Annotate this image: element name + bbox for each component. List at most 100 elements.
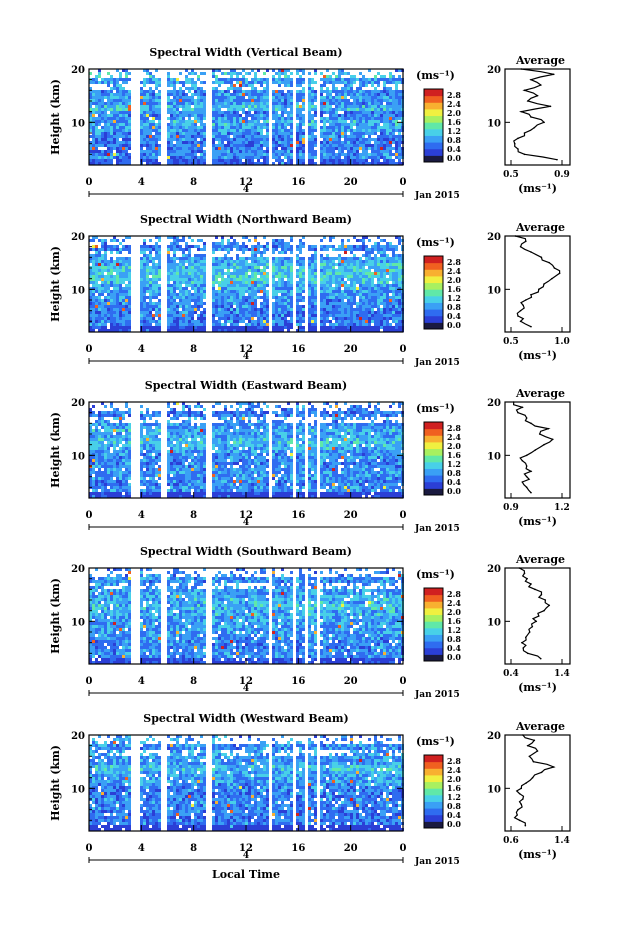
heatmap-cell	[299, 111, 302, 114]
heatmap-cell	[338, 150, 341, 153]
heatmap-cell	[266, 96, 269, 99]
heatmap-cell	[272, 117, 275, 120]
heatmap-cell	[290, 302, 293, 305]
heatmap-cell	[212, 290, 215, 293]
heatmap-cell	[350, 278, 353, 281]
heatmap-cell	[389, 108, 392, 111]
heatmap-cell	[245, 150, 248, 153]
heatmap-cell	[302, 257, 305, 260]
heatmap-cell	[338, 317, 341, 320]
heatmap-cell	[395, 87, 398, 90]
heatmap-cell	[128, 147, 131, 150]
heatmap-cell	[101, 102, 104, 105]
colorbar-swatch	[424, 135, 443, 143]
heatmap-cell	[170, 260, 173, 263]
heatmap-cell	[185, 275, 188, 278]
heatmap-cell	[362, 114, 365, 117]
heatmap-cell	[152, 153, 155, 156]
heatmap-cell	[236, 99, 239, 102]
heatmap-cell	[170, 317, 173, 320]
heatmap-cell	[326, 257, 329, 260]
heatmap-cell	[353, 117, 356, 120]
heatmap-cell	[359, 257, 362, 260]
heatmap-cell	[344, 272, 347, 275]
heatmap-cell	[140, 263, 143, 266]
heatmap-cell	[224, 314, 227, 317]
heatmap-cell	[125, 75, 128, 78]
heatmap-cell	[176, 90, 179, 93]
heatmap-cell	[146, 120, 149, 123]
heatmap-cell	[338, 117, 341, 120]
heatmap-cell	[236, 284, 239, 287]
heatmap-cell	[194, 281, 197, 284]
heatmap-cell	[335, 293, 338, 296]
heatmap-cell	[341, 266, 344, 269]
heatmap-cell	[188, 132, 191, 135]
heatmap-cell	[341, 87, 344, 90]
heatmap-cell	[98, 326, 101, 329]
average-x-tick-label: 0.5	[503, 170, 519, 180]
heatmap-cell	[314, 105, 317, 108]
heatmap-cell	[158, 248, 161, 251]
heatmap-cell	[242, 269, 245, 272]
heatmap-cell	[344, 117, 347, 120]
heatmap-cell	[344, 320, 347, 323]
heatmap-cell	[215, 138, 218, 141]
heatmap-cell	[242, 105, 245, 108]
heatmap-cell	[158, 323, 161, 326]
heatmap-cell	[275, 326, 278, 329]
heatmap-cell	[140, 135, 143, 138]
heatmap-cell	[278, 138, 281, 141]
heatmap-cell	[344, 284, 347, 287]
heatmap-cell	[308, 299, 311, 302]
heatmap-cell	[260, 138, 263, 141]
heatmap-cell	[323, 278, 326, 281]
heatmap-cell	[179, 96, 182, 99]
heatmap-cell	[197, 275, 200, 278]
heatmap-cell	[368, 138, 371, 141]
heatmap-cell	[329, 138, 332, 141]
heatmap-cell	[143, 150, 146, 153]
heatmap-cell	[311, 284, 314, 287]
heatmap-cell	[311, 141, 314, 144]
heatmap-cell	[191, 150, 194, 153]
heatmap-cell	[212, 81, 215, 84]
heatmap-cell	[356, 123, 359, 126]
heatmap-cell	[152, 293, 155, 296]
heatmap-cell	[191, 260, 194, 263]
heatmap-cell	[128, 96, 131, 99]
heatmap-cell	[347, 114, 350, 117]
heatmap-cell	[311, 102, 314, 105]
heatmap-cell	[242, 132, 245, 135]
heatmap-cell	[350, 272, 353, 275]
heatmap-cell	[347, 326, 350, 329]
heatmap-cell	[182, 296, 185, 299]
heatmap-cell	[98, 278, 101, 281]
heatmap-cell	[155, 251, 158, 254]
heatmap-cell	[284, 75, 287, 78]
heatmap-cell	[119, 311, 122, 314]
heatmap-cell	[329, 245, 332, 248]
heatmap-cell	[356, 305, 359, 308]
heatmap-cell	[173, 117, 176, 120]
heatmap-cell	[299, 90, 302, 93]
heatmap-cell	[368, 260, 371, 263]
heatmap-cell	[242, 236, 245, 239]
heatmap-cell	[155, 150, 158, 153]
heatmap-cell	[89, 239, 92, 242]
heatmap-cell	[257, 320, 260, 323]
heatmap-cell	[368, 90, 371, 93]
heatmap-cell	[233, 311, 236, 314]
heatmap-cell	[359, 108, 362, 111]
heatmap-cell	[251, 245, 254, 248]
heatmap-cell	[179, 111, 182, 114]
heatmap-cell	[332, 266, 335, 269]
heatmap-cell	[110, 105, 113, 108]
heatmap-cell	[266, 275, 269, 278]
heatmap-cell	[125, 78, 128, 81]
heatmap-cell	[245, 278, 248, 281]
heatmap-cell	[95, 135, 98, 138]
heatmap-cell	[125, 138, 128, 141]
heatmap-cell	[224, 135, 227, 138]
